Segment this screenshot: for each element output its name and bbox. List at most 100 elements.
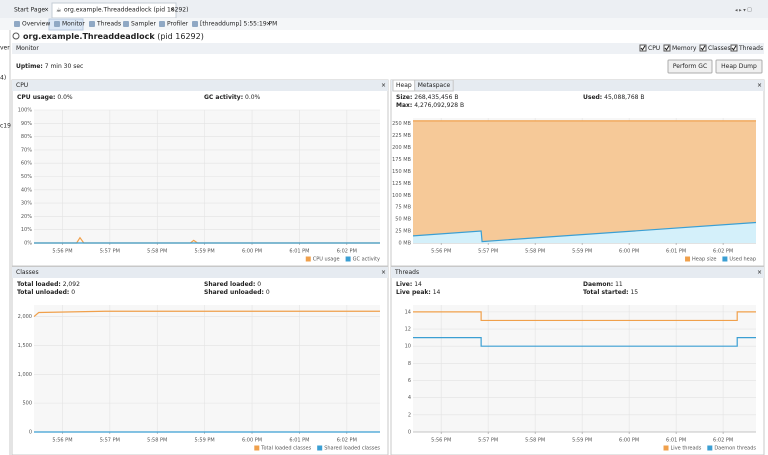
stat: Live: 14 [396, 281, 422, 288]
stat-value: 0 [257, 281, 261, 288]
x-tick-label: 5:58 PM [525, 249, 545, 255]
panel-close[interactable]: × [757, 82, 762, 89]
stat: Max: 4,276,092,928 B [396, 102, 464, 109]
panel: CPU ×CPU usage: 0.0% GC activity: 0.0%0%10… [11, 79, 389, 267]
panel: Threads × Live: 14 Daemon: 11 Live peak: 14 T… [390, 266, 765, 455]
stat: Shared unloaded: 0 [204, 289, 270, 296]
panel-close[interactable]: × [757, 269, 762, 276]
stat: Total loaded: 2,092 [17, 281, 80, 288]
stat-label: GC activity: [204, 94, 243, 101]
x-tick-label: 5:59 PM [572, 249, 592, 255]
stat-value: 2,092 [63, 281, 80, 288]
app-pid: (pid 16292) [157, 32, 204, 41]
button-label[interactable]: Heap Dump [721, 63, 757, 70]
checkbox-label[interactable]: Classes [708, 45, 731, 52]
checkbox[interactable] [663, 44, 671, 52]
y-tick-label: 25 MB [395, 229, 411, 235]
legend-label: Live threads [671, 446, 702, 452]
x-tick-label: 5:57 PM [478, 438, 498, 444]
y-tick-label: 75 MB [395, 205, 411, 211]
legend-swatch [317, 445, 323, 451]
y-tick-label: 225 MB [392, 133, 411, 139]
stat-value: 45,088,768 B [604, 94, 644, 101]
stat: Used: 45,088,768 B [583, 94, 645, 101]
checkmark [664, 45, 670, 51]
stat-label: Used: [583, 94, 602, 101]
panel-tab-label[interactable]: Heap [396, 82, 412, 89]
panel-close[interactable]: × [381, 269, 386, 276]
subtab-label[interactable]: Overview [22, 21, 50, 28]
button[interactable] [667, 59, 713, 74]
y-tick-label: 0 MB [398, 241, 411, 247]
checkmark [640, 45, 646, 51]
tab-close[interactable]: × [44, 7, 49, 14]
stat-label: Total started: [583, 289, 629, 296]
subtab-icon [159, 21, 165, 27]
x-tick-label: 6:00 PM [242, 249, 262, 255]
panel: Classes × Total loaded: 2,092 Shared loaded… [11, 266, 389, 455]
stat-value: 0.0% [57, 94, 73, 101]
active-subtab[interactable] [48, 18, 84, 31]
app-icon [12, 32, 20, 40]
panel-tab[interactable] [414, 79, 454, 92]
checkbox-label[interactable]: CPU [648, 45, 660, 52]
subtab-label[interactable]: Sampler [131, 21, 156, 28]
button[interactable] [715, 59, 763, 74]
stat: Size: 268,435,456 B [396, 94, 458, 101]
panel-close[interactable]: × [381, 82, 386, 89]
x-tick-label: 6:00 PM [619, 438, 639, 444]
tab-label[interactable]: Start Page [14, 7, 45, 14]
x-tick-label: 5:59 PM [195, 438, 215, 444]
legend-swatch [254, 445, 260, 451]
stat: Daemon: 11 [583, 281, 623, 288]
sliver-text: ver [0, 45, 10, 52]
legend-swatch [685, 256, 691, 262]
x-tick-label: 6:01 PM [666, 438, 686, 444]
y-tick-label: 10 [405, 344, 411, 350]
stat-label: Total unloaded: [17, 289, 69, 296]
legend-label: Total loaded classes [260, 446, 311, 452]
x-tick-label: 5:58 PM [525, 438, 545, 444]
subtab-close[interactable]: × [266, 21, 271, 28]
y-tick-label: 50% [21, 174, 32, 180]
tab-label[interactable]: org.example.Threaddeadlock (pid 16292) [64, 7, 188, 14]
button-label[interactable]: Perform GC [673, 63, 707, 70]
y-tick-label: 6 [408, 378, 411, 384]
subtab-label[interactable]: Threads [96, 21, 121, 28]
legend-swatch [707, 445, 713, 451]
stat-label: Total loaded: [17, 281, 61, 288]
y-tick-label: 70% [21, 147, 32, 153]
subtab-icon [14, 21, 20, 27]
y-tick-label: 100 MB [392, 193, 411, 199]
subtab-label[interactable]: [threaddump] 5:55:19 PM [200, 21, 277, 28]
subtab-label[interactable]: Monitor [62, 21, 85, 28]
subtab-icon [54, 21, 60, 27]
legend-label: CPU usage [313, 257, 340, 263]
x-tick-label: 6:01 PM [666, 249, 686, 255]
subtab-label[interactable]: Profiler [167, 21, 189, 28]
panel-title: Classes [16, 269, 39, 276]
series-line [413, 311, 756, 322]
checkbox-label[interactable]: Threads [738, 45, 763, 52]
checkbox[interactable] [639, 44, 647, 52]
series-line [412, 221, 757, 243]
y-tick-label: 4 [408, 395, 411, 401]
y-tick-label: 10% [21, 227, 32, 233]
checkbox-label[interactable]: Memory [672, 45, 697, 52]
tab-close[interactable]: × [170, 7, 175, 14]
series-line [33, 310, 380, 318]
uptime-value: 7 min 30 sec [45, 63, 84, 70]
window-controls[interactable]: ◂ ▸ ▾ ☐ [735, 8, 752, 14]
checkbox[interactable] [730, 44, 738, 52]
sliver-text: 4) [0, 75, 6, 82]
legend-swatch [663, 445, 669, 451]
x-tick-label: 6:02 PM [337, 438, 357, 444]
stat-value: 0 [71, 289, 75, 296]
checkbox[interactable] [699, 44, 707, 52]
x-tick-label: 6:02 PM [713, 249, 733, 255]
panel-tab-label[interactable]: Metaspace [418, 82, 451, 89]
stat-value: 14 [414, 281, 422, 288]
y-tick-label: 0 [408, 430, 411, 436]
panel-title: CPU [16, 82, 28, 89]
